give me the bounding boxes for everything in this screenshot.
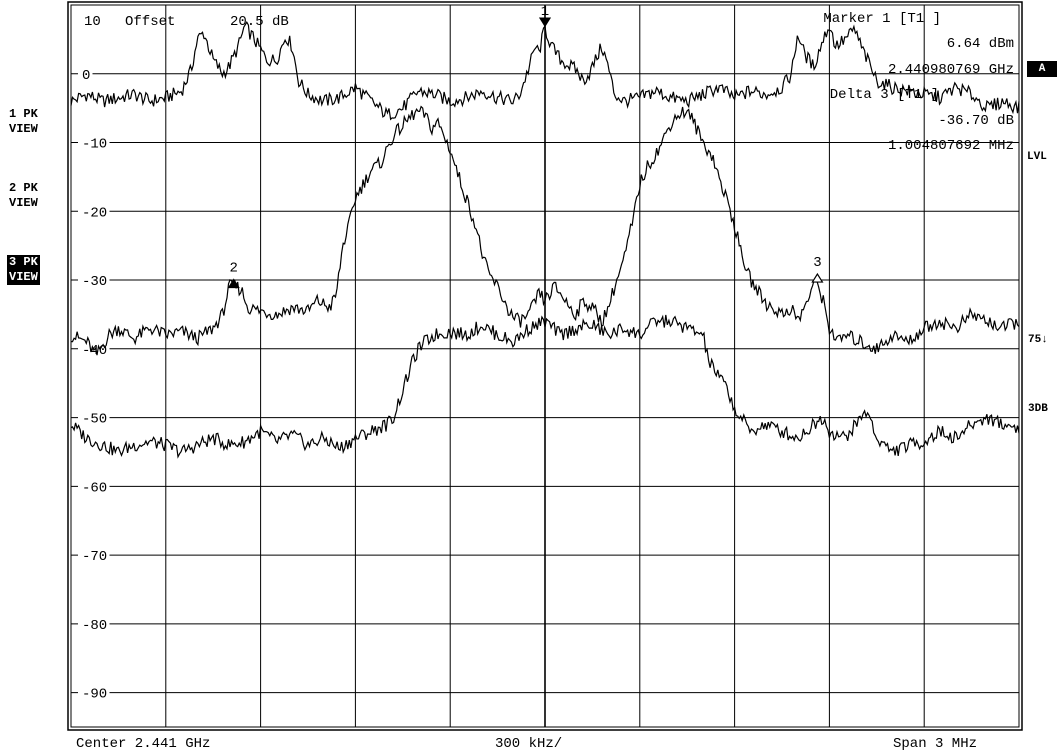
y-tick-label-bg <box>78 410 110 425</box>
center-frequency: Center 2.441 GHz <box>76 736 211 752</box>
y-tick-labels: 0-10-20-30-40-50-60-70-80-90 <box>78 66 110 703</box>
offset-value: 20.5 dB <box>230 14 289 30</box>
trace2-label: 2 PK <box>9 181 38 195</box>
input-a-badge: A <box>1027 61 1057 77</box>
trace3-mode: VIEW <box>9 270 38 284</box>
delta3-level: -36.70 dB <box>938 113 1014 129</box>
frequency-per-division: 300 kHz/ <box>495 736 563 752</box>
y-tick-label-bg <box>78 616 110 631</box>
trace2-view-button[interactable]: 2 PK VIEW <box>7 181 40 211</box>
markers: 1 2 3 <box>227 4 824 289</box>
y-tick-label-bg <box>78 204 110 219</box>
y-tick-label-bg <box>78 685 110 700</box>
offset-label: Offset <box>125 14 175 30</box>
marker-3-symbol <box>811 272 824 283</box>
trace2-mode: VIEW <box>9 196 38 210</box>
marker1-level: 6.64 dBm <box>947 36 1014 52</box>
y-tick-label-bg <box>78 66 93 81</box>
trace1-label: 1 PK <box>9 107 38 121</box>
y-tick-label: -10 <box>82 137 107 153</box>
y-tick-label: -60 <box>82 480 107 496</box>
arrow-down-icon: ↓ <box>1041 334 1048 346</box>
y-tick-label: -80 <box>82 618 107 634</box>
trace1-mode: VIEW <box>9 122 38 136</box>
trace3-label: 3 PK <box>9 255 38 269</box>
trace3-view-button[interactable]: 3 PK VIEW <box>7 255 40 285</box>
trace1-view-button[interactable]: 1 PK VIEW <box>7 107 40 137</box>
ref-level: 10 <box>84 14 101 30</box>
lvl-indicator: LVL <box>1027 151 1047 163</box>
marker1-label: Marker 1 [T1 ] <box>823 11 941 27</box>
marker-1-symbol <box>538 17 552 28</box>
marker-2-symbol <box>227 278 240 289</box>
y-tick-label: -90 <box>82 687 107 703</box>
3db-indicator: 3DB <box>1028 403 1048 415</box>
y-tick-label-bg <box>78 273 110 288</box>
y-tick-label: -30 <box>82 274 107 290</box>
y-tick-label: 0 <box>82 68 90 84</box>
grid <box>71 5 1019 727</box>
y-tick-label: -70 <box>82 549 107 565</box>
delta3-label: Delta 3 [T1 ] <box>830 87 939 103</box>
y-tick-label-bg <box>78 548 110 563</box>
y-tick-label-bg <box>78 479 110 494</box>
trigger-level-indicator: 75↓ <box>1028 334 1048 346</box>
y-tick-label-bg <box>78 135 110 150</box>
frequency-span: Span 3 MHz <box>893 736 978 752</box>
trace-3-line <box>70 314 1020 459</box>
marker-2-label: 2 <box>230 261 238 277</box>
trace-2-line <box>71 105 1020 356</box>
marker-1-label: 1 <box>541 4 549 20</box>
y-tick-label: -50 <box>82 412 107 428</box>
delta3-freq: 1.004807692 MHz <box>888 138 1014 154</box>
marker1-freq: 2.440980769 GHz <box>888 62 1014 78</box>
y-tick-label: -20 <box>82 205 107 221</box>
plot-frame-inner <box>70 4 1020 728</box>
trigger-level-value: 75 <box>1028 334 1042 346</box>
plot-frame <box>67 1 1023 731</box>
marker-3-label: 3 <box>813 255 821 271</box>
